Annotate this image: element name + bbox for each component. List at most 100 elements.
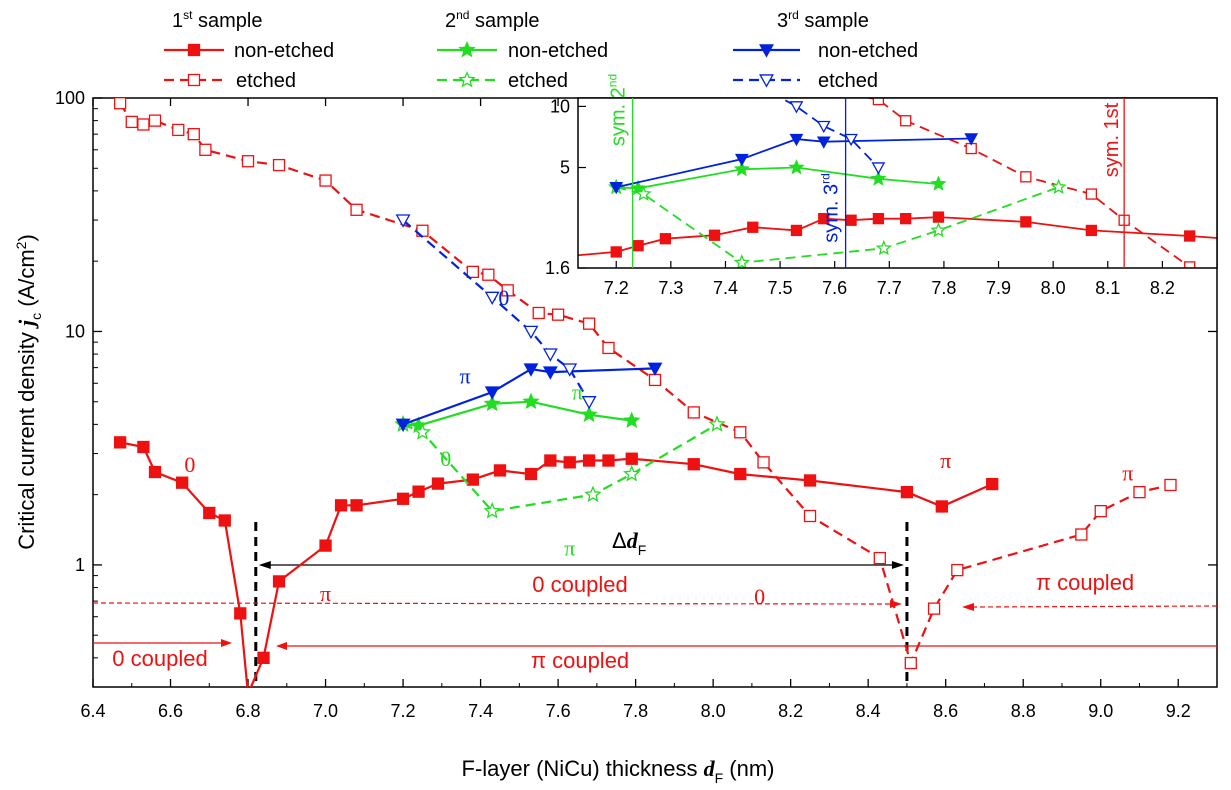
legend-marker-1	[187, 43, 201, 57]
pi-coupled-long-arrow-head	[276, 642, 287, 650]
main-series-1-point	[334, 499, 348, 512]
inset-series-1-point	[731, 52, 741, 62]
inset-x-tick-label: 7.7	[877, 278, 902, 298]
main-series-1-point	[625, 452, 638, 465]
main-series-1-point	[1075, 528, 1088, 541]
inset-series-1-point	[300, 233, 310, 243]
main-series-1-point	[137, 118, 150, 131]
inset-series-1-point	[1184, 261, 1196, 268]
inset-series-1-point	[872, 98, 885, 106]
main-series-1-point	[734, 426, 747, 439]
main-series-3-point	[395, 418, 411, 433]
legend-header-2: 2nd sample	[445, 8, 540, 32]
legend-header-3: 3rd sample	[777, 8, 869, 32]
inset-y-tick-label: 1.6	[545, 258, 570, 278]
main-series-1-point	[199, 143, 212, 156]
inset-x-tick-label: 7.9	[986, 278, 1011, 298]
y-tick-label: 10	[65, 321, 85, 341]
main-series-1-point	[466, 473, 479, 486]
main-series-1-point	[148, 465, 162, 479]
inset-series-1-point	[436, 319, 446, 329]
legend-marker-3	[759, 74, 774, 88]
main-series-1-point	[951, 563, 964, 577]
inset-plot: 7.2 7.3 7.4 7.5 7.6 7.7 7.8 7.9 8.0 8.1 8.2 1.6 5 10…	[300, 0, 1218, 357]
legend-marker-3	[759, 44, 774, 58]
main-series-1-point	[350, 203, 363, 216]
inset-y-tick-label: 5	[560, 158, 570, 178]
main-series-1-point	[904, 656, 917, 670]
main-series-1-point	[257, 651, 270, 664]
legend-label-s1-etched: etched	[236, 70, 296, 92]
delta-df-label: ΔdF	[612, 528, 646, 558]
x-tick-label: 6.8	[236, 701, 261, 721]
inset-series-1-point	[1020, 171, 1032, 183]
inset-series-3-etched-line	[779, 98, 880, 169]
inset-series-1-point	[1184, 230, 1196, 242]
main-series-2-point	[483, 394, 501, 412]
main-series-1-point	[493, 464, 507, 477]
inset-series-1-point	[759, 66, 769, 76]
inset-y-axis: 1.6 5 10	[545, 96, 586, 278]
delta-df-arrow-head-left	[258, 561, 271, 569]
main-series-1-point	[148, 114, 162, 127]
inset-series-1-point	[382, 347, 392, 357]
inset-series-1-point	[900, 115, 912, 127]
main-series-1-point	[687, 406, 700, 419]
main-series-1-point	[544, 454, 557, 467]
main-series-1-point	[234, 607, 247, 620]
main-series-3-point	[542, 366, 558, 380]
main-series-1-point	[532, 306, 545, 320]
main-series-2-point	[483, 502, 501, 519]
inset-series-1-point	[1020, 216, 1032, 228]
inset-series-2-point	[788, 159, 805, 175]
main-series-3-point	[562, 363, 578, 377]
main-series-1-point	[203, 506, 216, 520]
legend: 1st sample 2nd sample 3rd sample non-etc…	[164, 8, 918, 92]
inset-x-axis: 7.2 7.3 7.4 7.5 7.6 7.7 7.8 7.9 8.0 8.1 8.2	[604, 261, 1175, 298]
x-tick-label: 7.4	[468, 701, 493, 721]
main-series-3-point	[484, 386, 500, 400]
inset-series-1-nonetched-line	[578, 216, 1217, 257]
inset-series-1-point	[1085, 188, 1098, 200]
main-series-2-point	[623, 411, 641, 428]
x-tick-label: 8.4	[856, 701, 881, 721]
inset-series-1-point	[845, 214, 857, 226]
inset-series-1-point	[790, 224, 803, 237]
phase-label: π	[460, 363, 471, 388]
y-tick-label: 1	[75, 555, 85, 575]
x-tick-label: 9.2	[1166, 701, 1191, 721]
main-series-3-point	[647, 362, 663, 377]
zero-coupled-label-center: 0 coupled	[532, 572, 627, 597]
x-tick-label: 7.6	[546, 701, 571, 721]
delta-df-arrow-head-right	[891, 561, 904, 569]
x-tick-label: 7.0	[313, 701, 338, 721]
pi-coupled-label-right: π coupled	[1036, 570, 1134, 595]
inset-series-3-point	[816, 136, 831, 149]
pi-coupled-dashed-line	[973, 605, 1218, 608]
main-series-1-point	[113, 436, 127, 449]
main-series-1-point	[1133, 485, 1146, 499]
main-series-1-point	[803, 509, 817, 523]
legend-label-s3-etched: etched	[818, 70, 878, 92]
main-series-1-point	[350, 499, 363, 512]
legend-marker-2	[458, 70, 476, 88]
inset-series-2-point	[930, 221, 947, 238]
inset-series-1-point	[639, 14, 649, 24]
inset-series-1-point	[546, 0, 556, 6]
zero-coupled-left-arrow-head	[221, 639, 232, 647]
inset-series-3-point	[964, 133, 979, 146]
inset-series-1-point	[524, 253, 534, 263]
inset-frame	[577, 97, 1218, 269]
symmetry-label: sym. 1st	[1101, 102, 1123, 177]
legend-marker-2	[458, 40, 476, 58]
x-tick-label: 8.0	[701, 701, 726, 721]
main-series-3-point	[523, 363, 539, 377]
legend-label-s1-nonetched: non-etched	[234, 40, 334, 62]
inset-series-1-point	[802, 85, 812, 95]
inset-x-tick-label: 8.1	[1095, 278, 1120, 298]
main-series-1-point	[602, 341, 615, 355]
inset-series-1-point	[900, 213, 912, 225]
inset-x-tick-label: 7.6	[822, 278, 847, 298]
inset-series-2-point	[875, 239, 892, 256]
